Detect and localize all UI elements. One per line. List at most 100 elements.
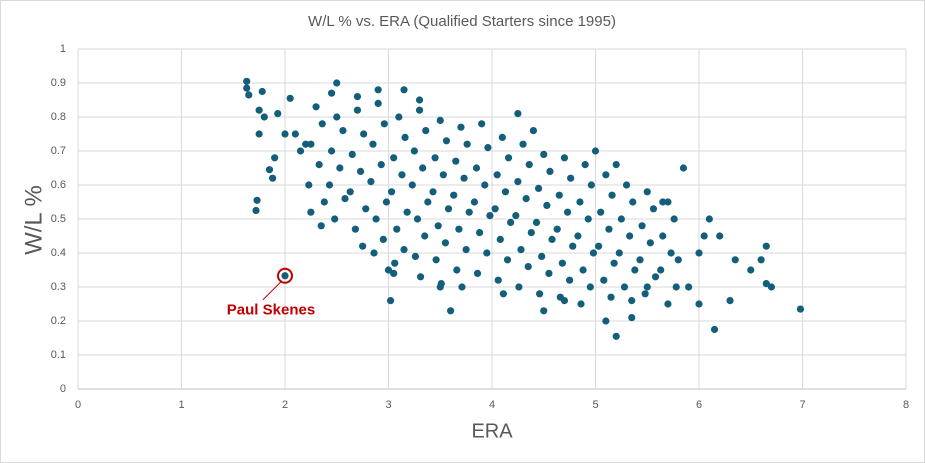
point — [307, 140, 315, 148]
point — [595, 242, 603, 250]
point — [411, 252, 420, 260]
point — [252, 206, 260, 215]
point — [483, 249, 491, 257]
point — [369, 140, 377, 148]
x-tick-label: 5 — [592, 399, 598, 411]
point — [577, 300, 585, 308]
point — [695, 300, 703, 308]
point — [410, 147, 418, 155]
point — [631, 266, 639, 274]
point — [442, 137, 451, 145]
point — [622, 181, 631, 189]
point — [600, 276, 608, 284]
point — [341, 195, 349, 203]
point — [333, 113, 341, 121]
y-tick-label: 0.2 — [51, 315, 66, 327]
point — [481, 181, 489, 189]
point — [651, 273, 660, 281]
point — [370, 249, 378, 257]
point — [597, 208, 605, 216]
point — [447, 307, 455, 315]
y-tick-label: 0.7 — [51, 145, 66, 157]
point — [379, 235, 387, 243]
point — [271, 154, 279, 162]
point — [602, 171, 610, 179]
point — [649, 205, 658, 213]
point — [359, 242, 367, 250]
point — [540, 307, 548, 315]
point — [491, 205, 499, 213]
point — [659, 198, 667, 206]
point — [377, 161, 385, 169]
point — [638, 222, 646, 230]
y-tick-label: 0.3 — [51, 281, 66, 293]
point — [348, 150, 356, 158]
point — [501, 188, 510, 196]
point — [380, 120, 388, 128]
point — [421, 232, 429, 240]
point — [336, 164, 344, 172]
point — [484, 144, 492, 152]
point — [612, 332, 620, 340]
point — [664, 198, 672, 206]
y-tick-label: 0 — [60, 383, 66, 395]
point — [767, 283, 776, 291]
point — [546, 167, 554, 175]
point — [441, 239, 450, 247]
x-tick-label: 7 — [799, 399, 805, 411]
point — [265, 166, 274, 174]
point — [346, 188, 354, 196]
point — [258, 87, 266, 96]
point — [536, 290, 544, 298]
point — [716, 232, 724, 240]
point — [569, 242, 577, 250]
point — [372, 215, 380, 223]
point — [400, 86, 408, 94]
point — [486, 212, 494, 220]
point — [628, 297, 636, 305]
point — [560, 154, 569, 162]
point — [762, 242, 770, 250]
point — [629, 198, 637, 206]
point — [413, 215, 422, 223]
point — [470, 198, 479, 206]
point — [367, 178, 375, 186]
point — [431, 154, 439, 162]
point — [579, 266, 587, 274]
point — [576, 198, 584, 206]
y-tick-label: 0.8 — [51, 111, 66, 123]
point — [612, 161, 620, 169]
point — [498, 133, 506, 141]
y-tick-label: 1 — [60, 43, 66, 55]
point — [450, 191, 458, 199]
point — [636, 256, 644, 264]
point — [439, 171, 447, 179]
point — [253, 196, 261, 204]
point — [260, 113, 268, 121]
point — [584, 215, 592, 223]
point — [268, 174, 277, 182]
point — [398, 171, 406, 179]
point — [620, 283, 629, 291]
point — [757, 256, 765, 264]
point — [351, 225, 359, 233]
point — [362, 205, 370, 213]
point — [529, 127, 538, 135]
point — [532, 218, 541, 226]
point — [726, 297, 734, 305]
point — [605, 225, 613, 233]
point — [415, 106, 424, 114]
x-tick-label: 6 — [696, 399, 702, 411]
point — [391, 259, 399, 267]
point — [617, 215, 625, 223]
point — [245, 91, 253, 99]
point — [312, 103, 320, 111]
point — [643, 283, 651, 291]
point — [255, 106, 263, 114]
point — [543, 201, 551, 209]
point — [473, 269, 482, 277]
point — [291, 130, 299, 138]
point — [519, 140, 527, 148]
point — [463, 140, 471, 148]
point — [540, 150, 548, 158]
